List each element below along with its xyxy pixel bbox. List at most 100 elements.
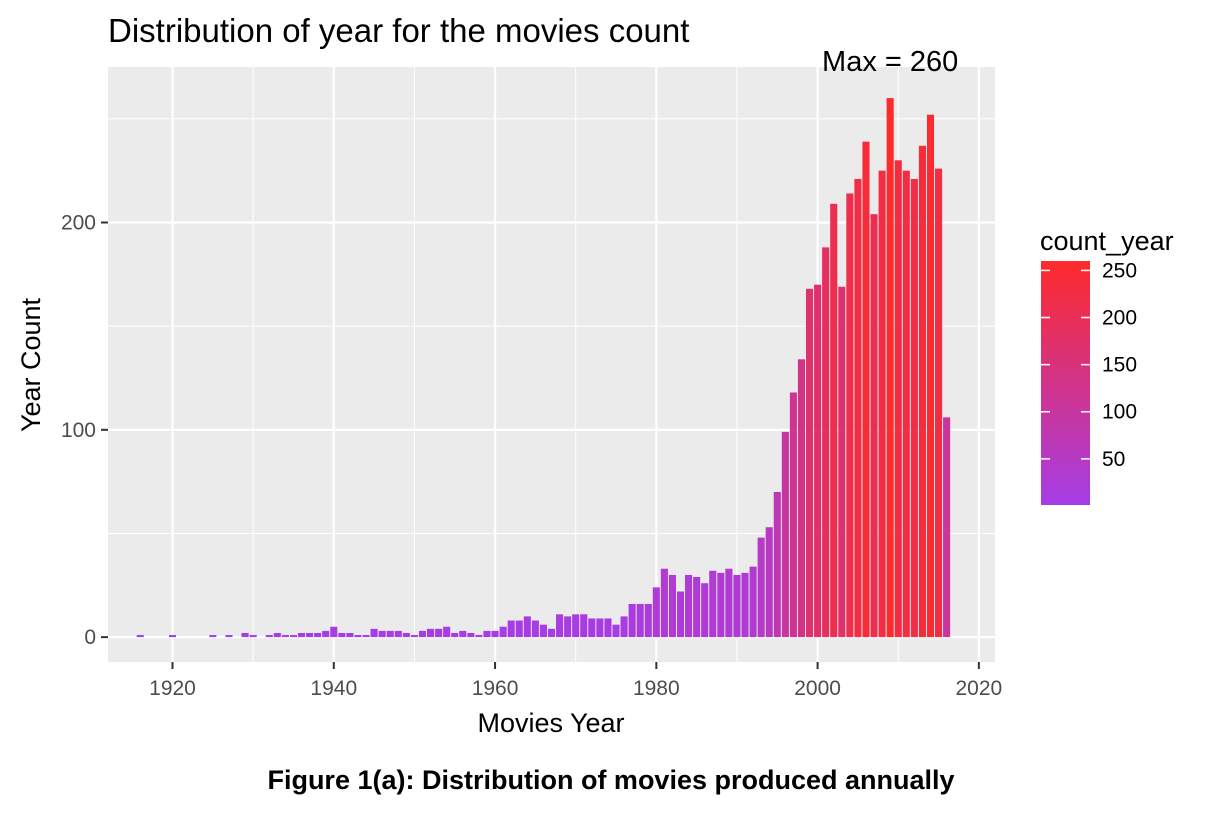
- x-tick-label: 2020: [956, 677, 1003, 700]
- bar: [273, 632, 281, 638]
- bar: [709, 570, 717, 638]
- legend-ticks: 50 100 150 200 250: [1041, 259, 1137, 471]
- bar: [467, 632, 475, 638]
- bar: [281, 635, 289, 638]
- bar: [322, 630, 330, 638]
- plot-panel: [108, 67, 995, 662]
- bar: [265, 635, 273, 638]
- bar: [330, 626, 338, 638]
- bar: [499, 626, 507, 638]
- bar: [918, 145, 926, 638]
- bar: [483, 630, 491, 638]
- bar: [846, 193, 854, 638]
- bar: [693, 577, 701, 638]
- bars: [136, 98, 951, 638]
- bar: [249, 635, 257, 638]
- bar: [225, 635, 233, 638]
- bar: [604, 618, 612, 638]
- legend-tick-label: 150: [1102, 354, 1137, 377]
- bar: [297, 632, 306, 638]
- y-tick-label: 200: [61, 211, 96, 234]
- bar: [588, 618, 596, 638]
- bar: [660, 568, 668, 638]
- bar: [701, 583, 709, 638]
- bar: [515, 620, 523, 638]
- bar: [668, 574, 677, 638]
- chart-title: Distribution of year for the movies coun…: [108, 12, 689, 49]
- figure-caption: Figure 1(a): Distribution of movies prod…: [267, 765, 955, 795]
- bar: [620, 616, 628, 638]
- bar: [475, 635, 483, 638]
- bar: [854, 178, 862, 638]
- bar: [741, 572, 749, 638]
- bar: [838, 286, 846, 638]
- legend-tick-label: 100: [1102, 401, 1137, 424]
- x-tick-label: 1940: [310, 677, 357, 700]
- bar: [378, 630, 386, 638]
- bar: [725, 568, 733, 638]
- bar: [451, 632, 459, 638]
- bar: [346, 632, 354, 638]
- bar: [402, 632, 410, 638]
- legend-title: count_year: [1040, 226, 1174, 256]
- bar: [136, 635, 144, 638]
- bar: [862, 141, 870, 638]
- bar: [547, 628, 556, 638]
- bar: [797, 359, 806, 638]
- bar: [902, 170, 910, 638]
- bar: [410, 635, 418, 638]
- bar: [878, 170, 886, 638]
- bar: [531, 620, 539, 638]
- bar: [870, 214, 878, 638]
- bar: [636, 603, 644, 638]
- bar: [814, 284, 822, 638]
- bar: [652, 587, 660, 638]
- legend-tick-label: 200: [1102, 307, 1137, 330]
- bar: [733, 574, 741, 638]
- bar: [418, 630, 427, 638]
- x-axis-title: Movies Year: [477, 708, 624, 738]
- bar: [491, 630, 499, 638]
- bar: [354, 635, 362, 638]
- legend-tick-label: 50: [1102, 448, 1125, 471]
- legend-tick-label: 250: [1102, 259, 1137, 282]
- bar: [338, 632, 346, 638]
- bar: [289, 635, 298, 638]
- bar: [805, 288, 814, 638]
- bar: [443, 626, 451, 638]
- bar: [676, 591, 685, 638]
- bar: [241, 632, 249, 638]
- y-tick-label: 0: [84, 626, 96, 649]
- bar: [596, 618, 604, 638]
- bar: [822, 247, 830, 638]
- legend: count_year 50 100 150 200 250: [1040, 226, 1174, 505]
- bar: [523, 616, 531, 638]
- bar: [910, 178, 918, 638]
- bar: [459, 630, 467, 638]
- y-tick-label: 100: [61, 419, 96, 442]
- bar: [314, 632, 322, 638]
- max-annotation: Max = 260: [822, 46, 958, 78]
- y-axis-title: Year Count: [16, 297, 46, 432]
- bar: [644, 603, 652, 638]
- bar: [556, 614, 564, 638]
- bar: [886, 98, 894, 638]
- bar: [749, 566, 757, 638]
- bar: [612, 624, 620, 638]
- bar: [370, 628, 378, 638]
- bar: [717, 572, 725, 638]
- y-axis: 0 100 200: [61, 211, 108, 649]
- bar: [781, 431, 789, 638]
- bar: [209, 635, 217, 638]
- bar: [386, 630, 394, 638]
- bar: [773, 492, 781, 638]
- bar: [765, 527, 773, 638]
- bar: [362, 635, 370, 638]
- bar: [757, 537, 765, 638]
- bar: [507, 620, 515, 638]
- bar: [830, 203, 838, 638]
- bar: [943, 417, 951, 638]
- bar: [394, 630, 402, 638]
- bar: [926, 114, 935, 638]
